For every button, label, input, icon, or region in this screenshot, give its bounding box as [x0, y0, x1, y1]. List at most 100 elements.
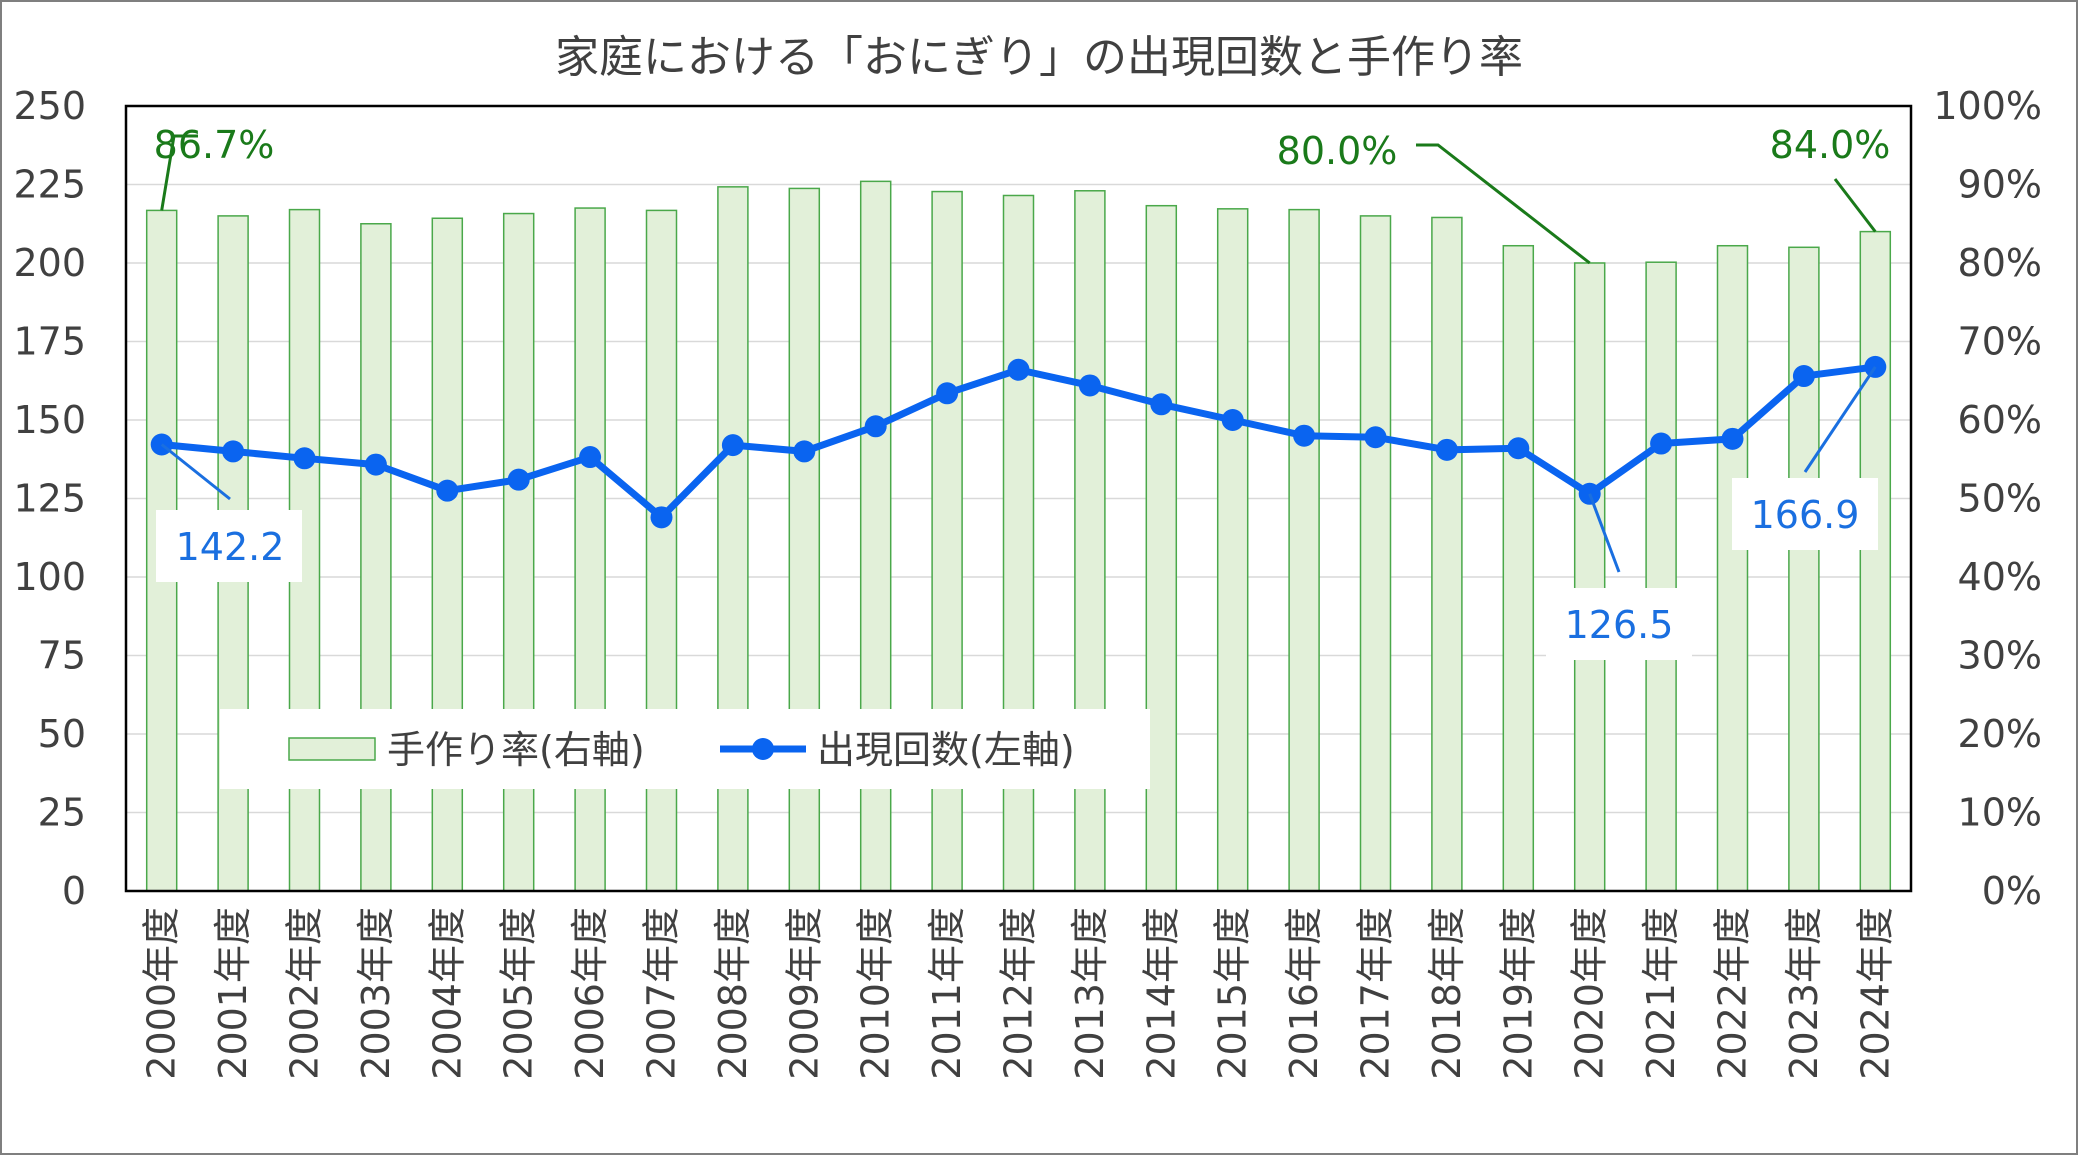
legend-marker-line: [752, 738, 774, 760]
line-point-appearance-count: [793, 440, 816, 463]
x-axis-tick-label: 2022年度: [1711, 907, 1755, 1080]
line-point-appearance-count: [579, 446, 602, 469]
left-axis-tick-label: 50: [38, 712, 86, 756]
bar-handmade-rate: [431, 217, 464, 892]
data-label: 80.0%: [1277, 129, 1398, 173]
x-axis-tick-label: 2024年度: [1853, 907, 1897, 1080]
data-label-background: [156, 510, 302, 582]
bar-handmade-rate: [1145, 204, 1178, 892]
bar-handmade-rate: [360, 223, 392, 892]
right-axis-tick-label: 80%: [1958, 241, 2042, 285]
bar-handmade-rate: [1431, 216, 1463, 892]
x-axis-tick-label: 2016年度: [1282, 907, 1326, 1080]
right-axis-tick-label: 70%: [1958, 320, 2042, 364]
bar-handmade-rate: [1502, 244, 1535, 892]
legend-label-bar: 手作り率(右軸): [387, 728, 645, 772]
line-point-appearance-count: [1721, 427, 1744, 450]
line-point-appearance-count: [650, 506, 673, 529]
x-axis-tick-label: 2015年度: [1211, 907, 1255, 1080]
left-axis-tick-label: 100: [13, 555, 86, 599]
legend: 手作り率(右軸) 出現回数(左軸): [220, 709, 1150, 789]
line-point-appearance-count: [222, 440, 245, 463]
x-axis-tick-label: 2001年度: [211, 907, 255, 1080]
leader-line: [1588, 493, 1621, 573]
line-point-appearance-count: [1078, 374, 1101, 397]
x-axis-tick-label: 2017年度: [1354, 907, 1398, 1080]
legend-swatch-bar: [288, 737, 376, 761]
x-axis-tick-label: 2014年度: [1139, 907, 1183, 1080]
left-axis-tick-label: 250: [13, 84, 86, 128]
x-axis-tick-label: 2009年度: [782, 907, 826, 1080]
data-label: 126.5: [1565, 603, 1674, 647]
x-axis-tick-label: 2008年度: [711, 907, 755, 1080]
x-axis-tick-label: 2000年度: [140, 907, 184, 1080]
left-axis-tick-label: 0: [62, 869, 86, 913]
left-axis-tick-label: 200: [13, 241, 86, 285]
x-axis-tick-label: 2005年度: [497, 907, 541, 1080]
leader-line: [1416, 143, 1591, 265]
line-point-appearance-count: [1150, 393, 1173, 416]
data-label-background: [1546, 588, 1692, 660]
line-point-appearance-count: [936, 382, 959, 405]
x-axis-tick-label: 2012年度: [997, 907, 1041, 1080]
legend-label-line: 出現回数(左軸): [817, 728, 1075, 772]
right-axis-tick-label: 50%: [1958, 477, 2042, 521]
line-point-appearance-count: [1792, 365, 1815, 388]
bar-handmade-rate: [1645, 261, 1677, 892]
right-axis-tick-label: 0%: [1982, 869, 2042, 913]
line-point-appearance-count: [1650, 432, 1673, 455]
x-axis-tick-label: 2023年度: [1782, 907, 1826, 1080]
annotations: 86.7% 80.0% 84.0% 142.2 126.5 166.9: [154, 123, 1891, 660]
line-point-appearance-count: [1507, 437, 1530, 460]
bar-handmade-rate: [502, 212, 535, 892]
right-axis-tick-label: 60%: [1958, 398, 2042, 442]
line-point-appearance-count: [293, 447, 316, 470]
right-axis-tick-label: 10%: [1958, 791, 2042, 835]
chart-title: 家庭における「おにぎり」の出現回数と手作り率: [555, 32, 1523, 83]
x-axis-tick-label: 2004年度: [425, 907, 469, 1080]
bar-handmade-rate: [1216, 208, 1249, 892]
x-axis-tick-label: 2013年度: [1068, 907, 1112, 1080]
x-axis-tick-label: 2020年度: [1568, 907, 1612, 1080]
right-axis-tick-label: 40%: [1958, 555, 2042, 599]
left-axis-tick-label: 225: [13, 163, 86, 207]
x-axis-tick-label: 2007年度: [640, 907, 684, 1080]
axes: 0 25 50 75 100 125 150 175 200 225 250 0% 10% 20% 30% 4…: [13, 84, 2042, 1080]
x-axis-tick-label: 2006年度: [568, 907, 612, 1080]
bar-handmade-rate: [1716, 244, 1749, 892]
plot-area-border: [124, 104, 1913, 893]
left-axis-tick-label: 150: [13, 398, 86, 442]
x-axis-tick-label: 2002年度: [283, 907, 327, 1080]
x-axis-tick-label: 2011年度: [925, 907, 969, 1080]
line-point-appearance-count: [1435, 438, 1458, 461]
left-axis-tick-label: 25: [38, 791, 86, 835]
x-axis-tick-label: 2021年度: [1639, 907, 1683, 1080]
x-axis-tick-label: 2018年度: [1425, 907, 1469, 1080]
leader-line: [1833, 178, 1877, 233]
data-label: 166.9: [1751, 493, 1860, 537]
line-point-appearance-count: [721, 434, 744, 457]
left-axis-tick-label: 75: [38, 634, 86, 678]
data-label: 142.2: [176, 525, 285, 569]
line-point-appearance-count: [1221, 409, 1244, 431]
leader-line: [1803, 366, 1877, 473]
line-point-appearance-count: [364, 453, 387, 476]
data-label: 86.7%: [154, 123, 275, 167]
x-axis-tick-label: 2003年度: [354, 907, 398, 1080]
line-point-appearance-count: [1364, 426, 1387, 449]
line-point-appearance-count: [1293, 424, 1316, 447]
x-axis-tick-label: 2010年度: [854, 907, 898, 1080]
line-point-appearance-count: [864, 415, 887, 438]
right-axis-tick-label: 20%: [1958, 712, 2042, 756]
data-label: 84.0%: [1770, 123, 1891, 167]
bar-handmade-rate: [1288, 208, 1320, 892]
data-label-background: [1732, 478, 1878, 550]
line-point-appearance-count: [507, 468, 530, 491]
left-axis-tick-label: 125: [13, 477, 86, 521]
bar-handmade-rate: [1359, 215, 1392, 892]
bar-handmade-rate: [1788, 246, 1820, 892]
bar-handmade-rate: [1573, 262, 1606, 892]
leader-line: [160, 443, 231, 501]
